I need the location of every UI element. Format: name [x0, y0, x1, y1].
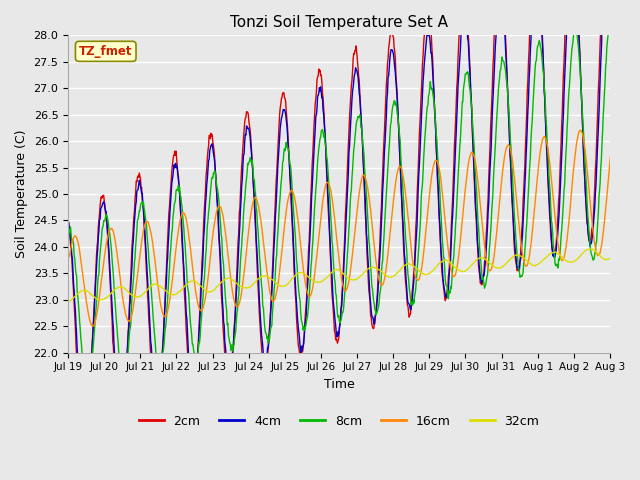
- Line: 32cm: 32cm: [68, 246, 640, 301]
- 16cm: [89, 324, 97, 329]
- 16cm: [172, 246, 180, 252]
- 4cm: [64, 218, 72, 224]
- Line: 2cm: 2cm: [68, 0, 640, 444]
- 16cm: [64, 254, 72, 260]
- 32cm: [305, 275, 312, 280]
- 32cm: [614, 249, 621, 254]
- 2cm: [172, 148, 180, 154]
- 4cm: [81, 423, 89, 429]
- 8cm: [405, 285, 413, 290]
- 8cm: [305, 303, 312, 309]
- Line: 4cm: 4cm: [68, 0, 640, 426]
- 32cm: [622, 243, 630, 249]
- Title: Tonzi Soil Temperature Set A: Tonzi Soil Temperature Set A: [230, 15, 448, 30]
- 32cm: [65, 298, 73, 304]
- 4cm: [93, 264, 100, 270]
- Line: 16cm: 16cm: [68, 121, 640, 326]
- 16cm: [612, 119, 620, 124]
- 8cm: [93, 300, 100, 306]
- 32cm: [623, 244, 631, 250]
- 32cm: [64, 298, 72, 304]
- 2cm: [80, 441, 88, 446]
- 16cm: [614, 122, 622, 128]
- 32cm: [172, 291, 180, 297]
- Line: 8cm: 8cm: [68, 6, 640, 387]
- 8cm: [84, 384, 92, 390]
- X-axis label: Time: Time: [324, 378, 355, 391]
- 8cm: [623, 238, 630, 243]
- 2cm: [64, 217, 72, 223]
- 4cm: [172, 161, 180, 167]
- 32cm: [93, 296, 100, 302]
- Y-axis label: Soil Temperature (C): Soil Temperature (C): [15, 130, 28, 258]
- 32cm: [405, 261, 413, 267]
- 16cm: [93, 313, 100, 319]
- 8cm: [614, 75, 621, 81]
- 4cm: [305, 263, 312, 268]
- 16cm: [305, 293, 312, 299]
- Legend: 2cm, 4cm, 8cm, 16cm, 32cm: 2cm, 4cm, 8cm, 16cm, 32cm: [134, 409, 545, 432]
- 2cm: [405, 314, 413, 320]
- 16cm: [623, 204, 631, 210]
- 16cm: [405, 226, 413, 231]
- 2cm: [623, 222, 630, 228]
- 8cm: [172, 188, 180, 194]
- 2cm: [614, 79, 621, 84]
- 4cm: [623, 228, 630, 234]
- 8cm: [64, 235, 72, 240]
- Text: TZ_fmet: TZ_fmet: [79, 45, 132, 58]
- 4cm: [405, 301, 413, 307]
- 2cm: [305, 247, 312, 252]
- 4cm: [614, 83, 621, 88]
- 2cm: [93, 253, 100, 259]
